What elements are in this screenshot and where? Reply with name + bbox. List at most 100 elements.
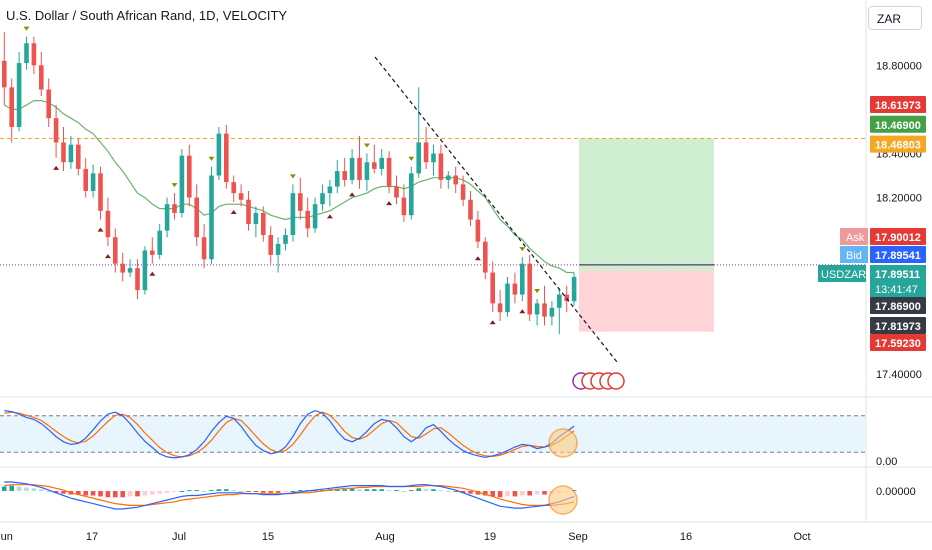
candle (283, 228, 288, 251)
price-tag-target2-text: 18.46900 (875, 120, 921, 132)
highlight-circle (548, 485, 578, 515)
macd-histogram-bar (157, 491, 162, 494)
candle (416, 87, 421, 178)
candle-body (290, 193, 296, 236)
profit-zone[interactable] (579, 138, 714, 271)
macd-histogram-bar (9, 485, 14, 491)
candle (105, 197, 111, 247)
macd-histogram-bar (290, 491, 296, 492)
macd-histogram-bar (246, 491, 251, 492)
stoch-value-label: 0.00 (876, 456, 897, 468)
macd-histogram-bar (416, 488, 421, 491)
macd-histogram-bar (135, 491, 140, 497)
candle-body (120, 263, 125, 273)
trend-line[interactable] (374, 56, 618, 363)
macd-histogram-bar (261, 491, 266, 493)
candle-body (416, 142, 421, 174)
candle-body (386, 157, 392, 187)
candle-body (571, 276, 577, 302)
candle (209, 166, 214, 264)
price-tag-stop-bg (870, 334, 926, 351)
candle-body (16, 63, 22, 128)
candle (305, 197, 310, 238)
economic-event-icon[interactable] (607, 372, 625, 390)
candle-body (409, 173, 414, 216)
candle-body (157, 230, 162, 255)
current-price-bg (870, 265, 926, 297)
macd-histogram-bar (164, 491, 170, 493)
candle-body (505, 283, 510, 313)
candle-body (46, 89, 51, 119)
candle-body (357, 157, 362, 180)
macd-histogram-bar (187, 490, 192, 492)
candle (512, 272, 518, 304)
macd-value-label: 0.00000 (876, 486, 916, 498)
candle (201, 224, 207, 269)
currency-selector[interactable]: ZAR (868, 6, 922, 30)
macd-histogram-bar (201, 491, 207, 492)
candle (187, 144, 192, 207)
macd-histogram-bar (335, 489, 340, 491)
ask-label: Ask (846, 232, 865, 244)
candle-body (438, 153, 444, 180)
macd-line (4, 481, 575, 510)
stoch-d-line (4, 411, 575, 458)
candle (327, 179, 333, 207)
ask-label-bg (840, 228, 868, 245)
candle (438, 144, 444, 189)
candle (335, 160, 340, 194)
candle (557, 287, 562, 335)
macd-histogram-bar (379, 489, 384, 491)
candle-body (534, 303, 540, 315)
candle-body (512, 283, 518, 295)
candle (172, 193, 177, 220)
candle-body (9, 87, 14, 128)
candle (224, 124, 229, 189)
swing-high-marker (289, 174, 296, 179)
candle-body (342, 171, 347, 180)
candle (364, 153, 370, 191)
macd-histogram-bar (364, 489, 370, 491)
y-tick-label: 18.20000 (876, 193, 922, 205)
candle-body (549, 307, 555, 317)
candle (505, 276, 510, 317)
loss-zone[interactable] (579, 270, 714, 332)
swing-low-marker (326, 214, 333, 219)
x-tick-label: 16 (680, 531, 692, 543)
ask-price-tag-bg (870, 228, 926, 245)
price-tag-low-bg (870, 317, 926, 334)
macd-histogram-bar (179, 491, 185, 492)
macd-histogram-bar (438, 490, 444, 492)
candle (497, 290, 503, 322)
candle-body (224, 133, 229, 183)
candle-body (364, 162, 370, 180)
macd-histogram-bar (460, 491, 466, 493)
candle (16, 52, 22, 132)
candle-body (312, 204, 318, 229)
candle-body (53, 118, 59, 143)
macd-histogram-bar (24, 487, 29, 491)
swing-low-marker (97, 227, 104, 232)
candle-body (379, 157, 384, 169)
candle-body (150, 250, 155, 255)
candle (113, 228, 118, 273)
y-tick-label: 18.80000 (876, 60, 922, 72)
candle (179, 149, 185, 218)
candle (83, 157, 88, 198)
candle (394, 175, 399, 205)
candle (453, 166, 458, 194)
stochastic-pane: 0.00 (0, 409, 897, 468)
candle-body (372, 162, 377, 169)
macd-histogram-bar (497, 491, 503, 498)
candle-body (275, 243, 281, 255)
candle (216, 127, 222, 180)
macd-histogram-bar (475, 491, 481, 495)
macd-histogram-bar (238, 491, 244, 492)
time-axis: Jun 17 Jul 15 Aug 19 Sep 16 Oct (0, 531, 811, 543)
macd-histogram-bar (372, 489, 377, 491)
macd-histogram-bar (534, 491, 540, 495)
bid-label-bg (840, 246, 868, 263)
candle-body (268, 235, 273, 255)
candle-body (468, 199, 473, 220)
